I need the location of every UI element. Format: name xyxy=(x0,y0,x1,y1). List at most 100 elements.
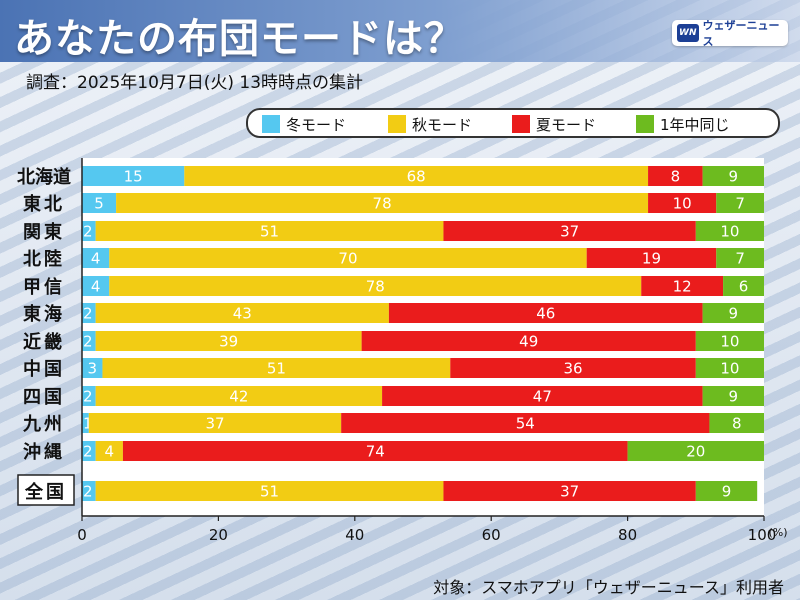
data-label: 46 xyxy=(536,305,555,323)
category-label: 関東 xyxy=(23,221,65,243)
data-label: 4 xyxy=(91,278,101,296)
chart-legend: 冬モード 秋モード 夏モード 1年中同じ xyxy=(246,108,780,138)
legend-label-same: 1年中同じ xyxy=(660,115,730,134)
x-tick-label: 20 xyxy=(209,526,228,544)
legend-item-same: 1年中同じ xyxy=(636,114,730,134)
data-label: 78 xyxy=(373,195,392,213)
logo-text: ウェザーニュース xyxy=(702,19,780,48)
bar-segment-summer xyxy=(443,481,696,501)
legend-label-autumn: 秋モード xyxy=(412,115,473,134)
data-label: 19 xyxy=(642,250,661,268)
bar-segment-winter xyxy=(82,441,96,461)
bar-segment-winter xyxy=(82,386,96,406)
data-label: 7 xyxy=(735,195,745,213)
data-label: 37 xyxy=(205,415,224,433)
title-band xyxy=(0,0,800,62)
data-label: 78 xyxy=(366,278,385,296)
data-label: 68 xyxy=(407,168,426,186)
x-tick-label: 60 xyxy=(482,526,501,544)
category-label: 九州 xyxy=(22,414,65,435)
data-label: 3 xyxy=(87,360,97,378)
bar-segment-autumn xyxy=(109,276,642,296)
data-label: 37 xyxy=(560,483,579,501)
data-label: 74 xyxy=(366,443,385,461)
legend-swatch-summer xyxy=(512,115,530,133)
data-label: 6 xyxy=(739,278,749,296)
page-title: あなたの布団モードは？ xyxy=(14,16,465,62)
bar-segment-same xyxy=(709,413,764,433)
bar-segment-winter xyxy=(82,481,96,501)
data-label: 10 xyxy=(720,223,739,241)
data-label: 47 xyxy=(533,388,552,406)
bar-segment-autumn xyxy=(184,166,649,186)
data-label: 2 xyxy=(83,443,93,461)
data-label: 1 xyxy=(83,415,93,433)
category-label: 近畿 xyxy=(23,331,65,353)
bar-segment-same xyxy=(627,441,764,461)
data-label: 43 xyxy=(233,305,252,323)
bar-segment-autumn xyxy=(109,248,587,268)
survey-footnote: 対象：スマホアプリ「ウェザーニュース」利用者 xyxy=(433,578,784,597)
legend-item-winter: 冬モード xyxy=(262,114,346,134)
bar-segment-summer xyxy=(382,386,703,406)
data-label: 9 xyxy=(729,388,739,406)
data-label: 10 xyxy=(720,333,739,351)
x-tick-label: 0 xyxy=(77,526,87,544)
legend-swatch-autumn xyxy=(388,115,406,133)
data-label: 42 xyxy=(229,388,248,406)
bar-segment-same xyxy=(702,166,764,186)
x-tick-label: 80 xyxy=(618,526,637,544)
x-tick-label: 100 xyxy=(748,526,777,544)
bar-segment-autumn xyxy=(95,481,444,501)
data-label: 9 xyxy=(722,483,732,501)
bar-segment-winter xyxy=(82,221,96,241)
data-label: 8 xyxy=(732,415,742,433)
x-axis-unit: (%) xyxy=(768,526,787,539)
bar-segment-autumn xyxy=(95,221,444,241)
category-label: 東北 xyxy=(23,193,65,215)
data-label: 36 xyxy=(563,360,582,378)
bar-segment-autumn xyxy=(95,441,123,461)
data-label: 54 xyxy=(516,415,535,433)
bar-segment-winter xyxy=(82,193,117,213)
category-label: 四国 xyxy=(23,387,65,408)
data-label: 4 xyxy=(105,443,115,461)
bar-segment-summer xyxy=(361,331,696,351)
data-label: 2 xyxy=(83,333,93,351)
weathernews-logo-icon: WN xyxy=(677,24,699,42)
data-label: 20 xyxy=(686,443,705,461)
bar-segment-same xyxy=(695,358,764,378)
bar-segment-same xyxy=(702,303,764,323)
bar-segment-same xyxy=(702,386,764,406)
legend-label-winter: 冬モード xyxy=(286,115,347,134)
data-label: 51 xyxy=(260,483,279,501)
bar-segment-summer xyxy=(443,221,696,241)
category-label: 甲信 xyxy=(23,276,65,298)
bar-segment-autumn xyxy=(116,193,649,213)
bar-segment-winter xyxy=(82,331,96,351)
bar-segment-same xyxy=(695,331,764,351)
data-label: 2 xyxy=(83,388,93,406)
category-label: 東海 xyxy=(23,303,65,325)
category-label: 全国 xyxy=(24,481,67,503)
bar-segment-autumn xyxy=(95,386,383,406)
data-label: 9 xyxy=(729,168,739,186)
bar-segment-autumn xyxy=(88,413,342,433)
weathernews-logo: WN ウェザーニュース xyxy=(672,19,788,48)
data-label: 2 xyxy=(83,305,93,323)
bar-segment-winter xyxy=(82,358,103,378)
bar-segment-same xyxy=(723,276,764,296)
data-label: 51 xyxy=(260,223,279,241)
bar-segment-summer xyxy=(388,303,703,323)
bar-segment-summer xyxy=(586,248,717,268)
bar-segment-autumn xyxy=(95,303,389,323)
bar-segment-summer xyxy=(648,166,703,186)
data-label: 39 xyxy=(219,333,238,351)
legend-swatch-winter xyxy=(262,115,280,133)
survey-subtitle: 調査：2025年10月7日(火) 13時時点の集計 xyxy=(26,73,364,93)
bar-segment-autumn xyxy=(102,358,451,378)
data-label: 37 xyxy=(560,223,579,241)
bar-segment-same xyxy=(716,193,764,213)
bar-segment-winter xyxy=(82,248,110,268)
legend-item-summer: 夏モード xyxy=(512,114,596,134)
